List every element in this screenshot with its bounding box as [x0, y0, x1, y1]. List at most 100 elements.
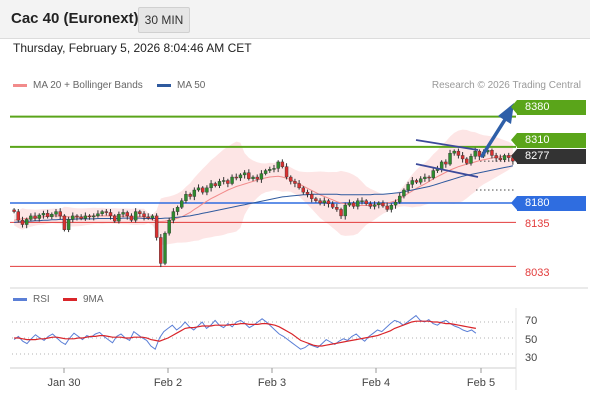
- candle-body: [289, 176, 293, 182]
- candle-body: [146, 216, 150, 219]
- bollinger-band: [14, 129, 513, 245]
- candle-body: [272, 168, 276, 170]
- candle-body: [431, 170, 435, 179]
- candle-body: [16, 211, 20, 221]
- candle-body: [234, 176, 238, 179]
- tag-8310-label: 8310: [525, 134, 550, 146]
- candle-body: [456, 150, 461, 156]
- candle-body: [263, 170, 268, 174]
- candle-body: [381, 202, 385, 207]
- candle-body: [201, 187, 205, 193]
- candle-body: [112, 215, 117, 222]
- candle-body: [351, 202, 356, 207]
- tag-8033: 8033: [525, 267, 550, 279]
- candle-body: [251, 176, 255, 179]
- candle-body: [192, 189, 197, 197]
- candle-body: [75, 215, 79, 218]
- candle-body: [66, 219, 71, 230]
- tag-8310: 8310: [511, 133, 586, 148]
- x-tick-feb4: Feb 4: [361, 377, 391, 389]
- candle-body: [108, 212, 113, 217]
- ma50-line: [14, 165, 514, 223]
- candle-body: [230, 176, 234, 184]
- candle-body: [423, 176, 427, 179]
- candle-body: [393, 201, 398, 206]
- candle-body: [259, 173, 264, 180]
- candle-body: [205, 187, 209, 193]
- candle-body: [138, 211, 142, 214]
- candle-body: [180, 200, 184, 208]
- candle-body: [100, 211, 104, 214]
- candle-body: [154, 215, 159, 238]
- rsi-line: [13, 314, 477, 350]
- rsi-tick-50: 50: [525, 334, 538, 346]
- candle-body: [498, 157, 503, 160]
- timeframe-button[interactable]: 30 MIN: [138, 7, 190, 33]
- candle-body: [406, 184, 410, 191]
- candle-body: [414, 180, 419, 183]
- ma50-label: MA 50: [177, 80, 206, 91]
- candle-body: [490, 150, 494, 156]
- candle-body: [335, 207, 339, 210]
- candle-body: [297, 183, 301, 189]
- candle-body: [314, 198, 318, 201]
- candle-body: [33, 215, 37, 219]
- candle-body: [284, 166, 289, 178]
- tag-8277: 8277: [511, 149, 586, 164]
- candle-body: [330, 203, 335, 208]
- candle-body: [37, 214, 41, 219]
- chart-datetime: Thursday, February 5, 2026 8:04:46 AM CE…: [13, 41, 252, 55]
- ma9-swatch: [63, 298, 77, 301]
- tag-8277-label: 8277: [525, 150, 550, 162]
- candle-body: [477, 150, 482, 157]
- x-tick-feb5: Feb 5: [466, 377, 496, 389]
- candle-body: [104, 211, 109, 213]
- header-bar: Cac 40 (Euronext) 30 MIN: [0, 0, 590, 39]
- candle-body: [163, 232, 167, 264]
- candle-body: [372, 204, 377, 207]
- tag-8135: 8135: [525, 218, 550, 230]
- candle-body: [125, 212, 129, 217]
- legend-ma50: MA 50: [157, 80, 205, 91]
- candle-body: [45, 213, 50, 217]
- candle-body: [79, 216, 83, 219]
- candle-body: [410, 180, 415, 185]
- candle-body: [242, 172, 247, 176]
- candle-body: [121, 212, 125, 215]
- candle-body: [347, 202, 352, 206]
- candle-body: [377, 202, 381, 205]
- candle-body: [268, 169, 272, 171]
- candle-body: [12, 209, 16, 212]
- candle-body: [427, 176, 431, 179]
- candle-body: [385, 205, 389, 210]
- candle-body: [171, 211, 176, 221]
- tag-8380-label: 8380: [525, 101, 550, 113]
- legend-ma20: MA 20 + Bollinger Bands: [13, 80, 143, 91]
- rsi-tick-30: 30: [525, 352, 538, 364]
- candle-body: [507, 155, 511, 158]
- candle-body: [83, 215, 88, 219]
- tag-8180: 8180: [511, 196, 586, 211]
- bullish-arrow-shaft: [480, 116, 508, 158]
- candle-body: [305, 191, 310, 195]
- ma20-label: MA 20 + Bollinger Bands: [33, 80, 143, 91]
- rsi-tick-70: 70: [525, 315, 538, 327]
- candle-body: [255, 176, 259, 180]
- tag-8380: 8380: [511, 100, 586, 115]
- candle-body: [448, 153, 452, 165]
- candle-body: [318, 200, 322, 204]
- candle-body: [439, 161, 444, 170]
- candle-body: [29, 215, 33, 220]
- candle-body: [159, 237, 163, 264]
- candle-body: [96, 213, 100, 217]
- candle-body: [41, 213, 46, 216]
- candle-body: [71, 215, 75, 220]
- copyright-text: Research © 2026 Trading Central: [431, 80, 581, 91]
- candle-body: [58, 211, 62, 217]
- candle-body: [209, 183, 213, 189]
- candle-body: [175, 207, 180, 212]
- candle-body: [92, 215, 96, 218]
- instrument-title: Cac 40 (Euronext): [11, 10, 139, 27]
- candle-body: [502, 155, 507, 160]
